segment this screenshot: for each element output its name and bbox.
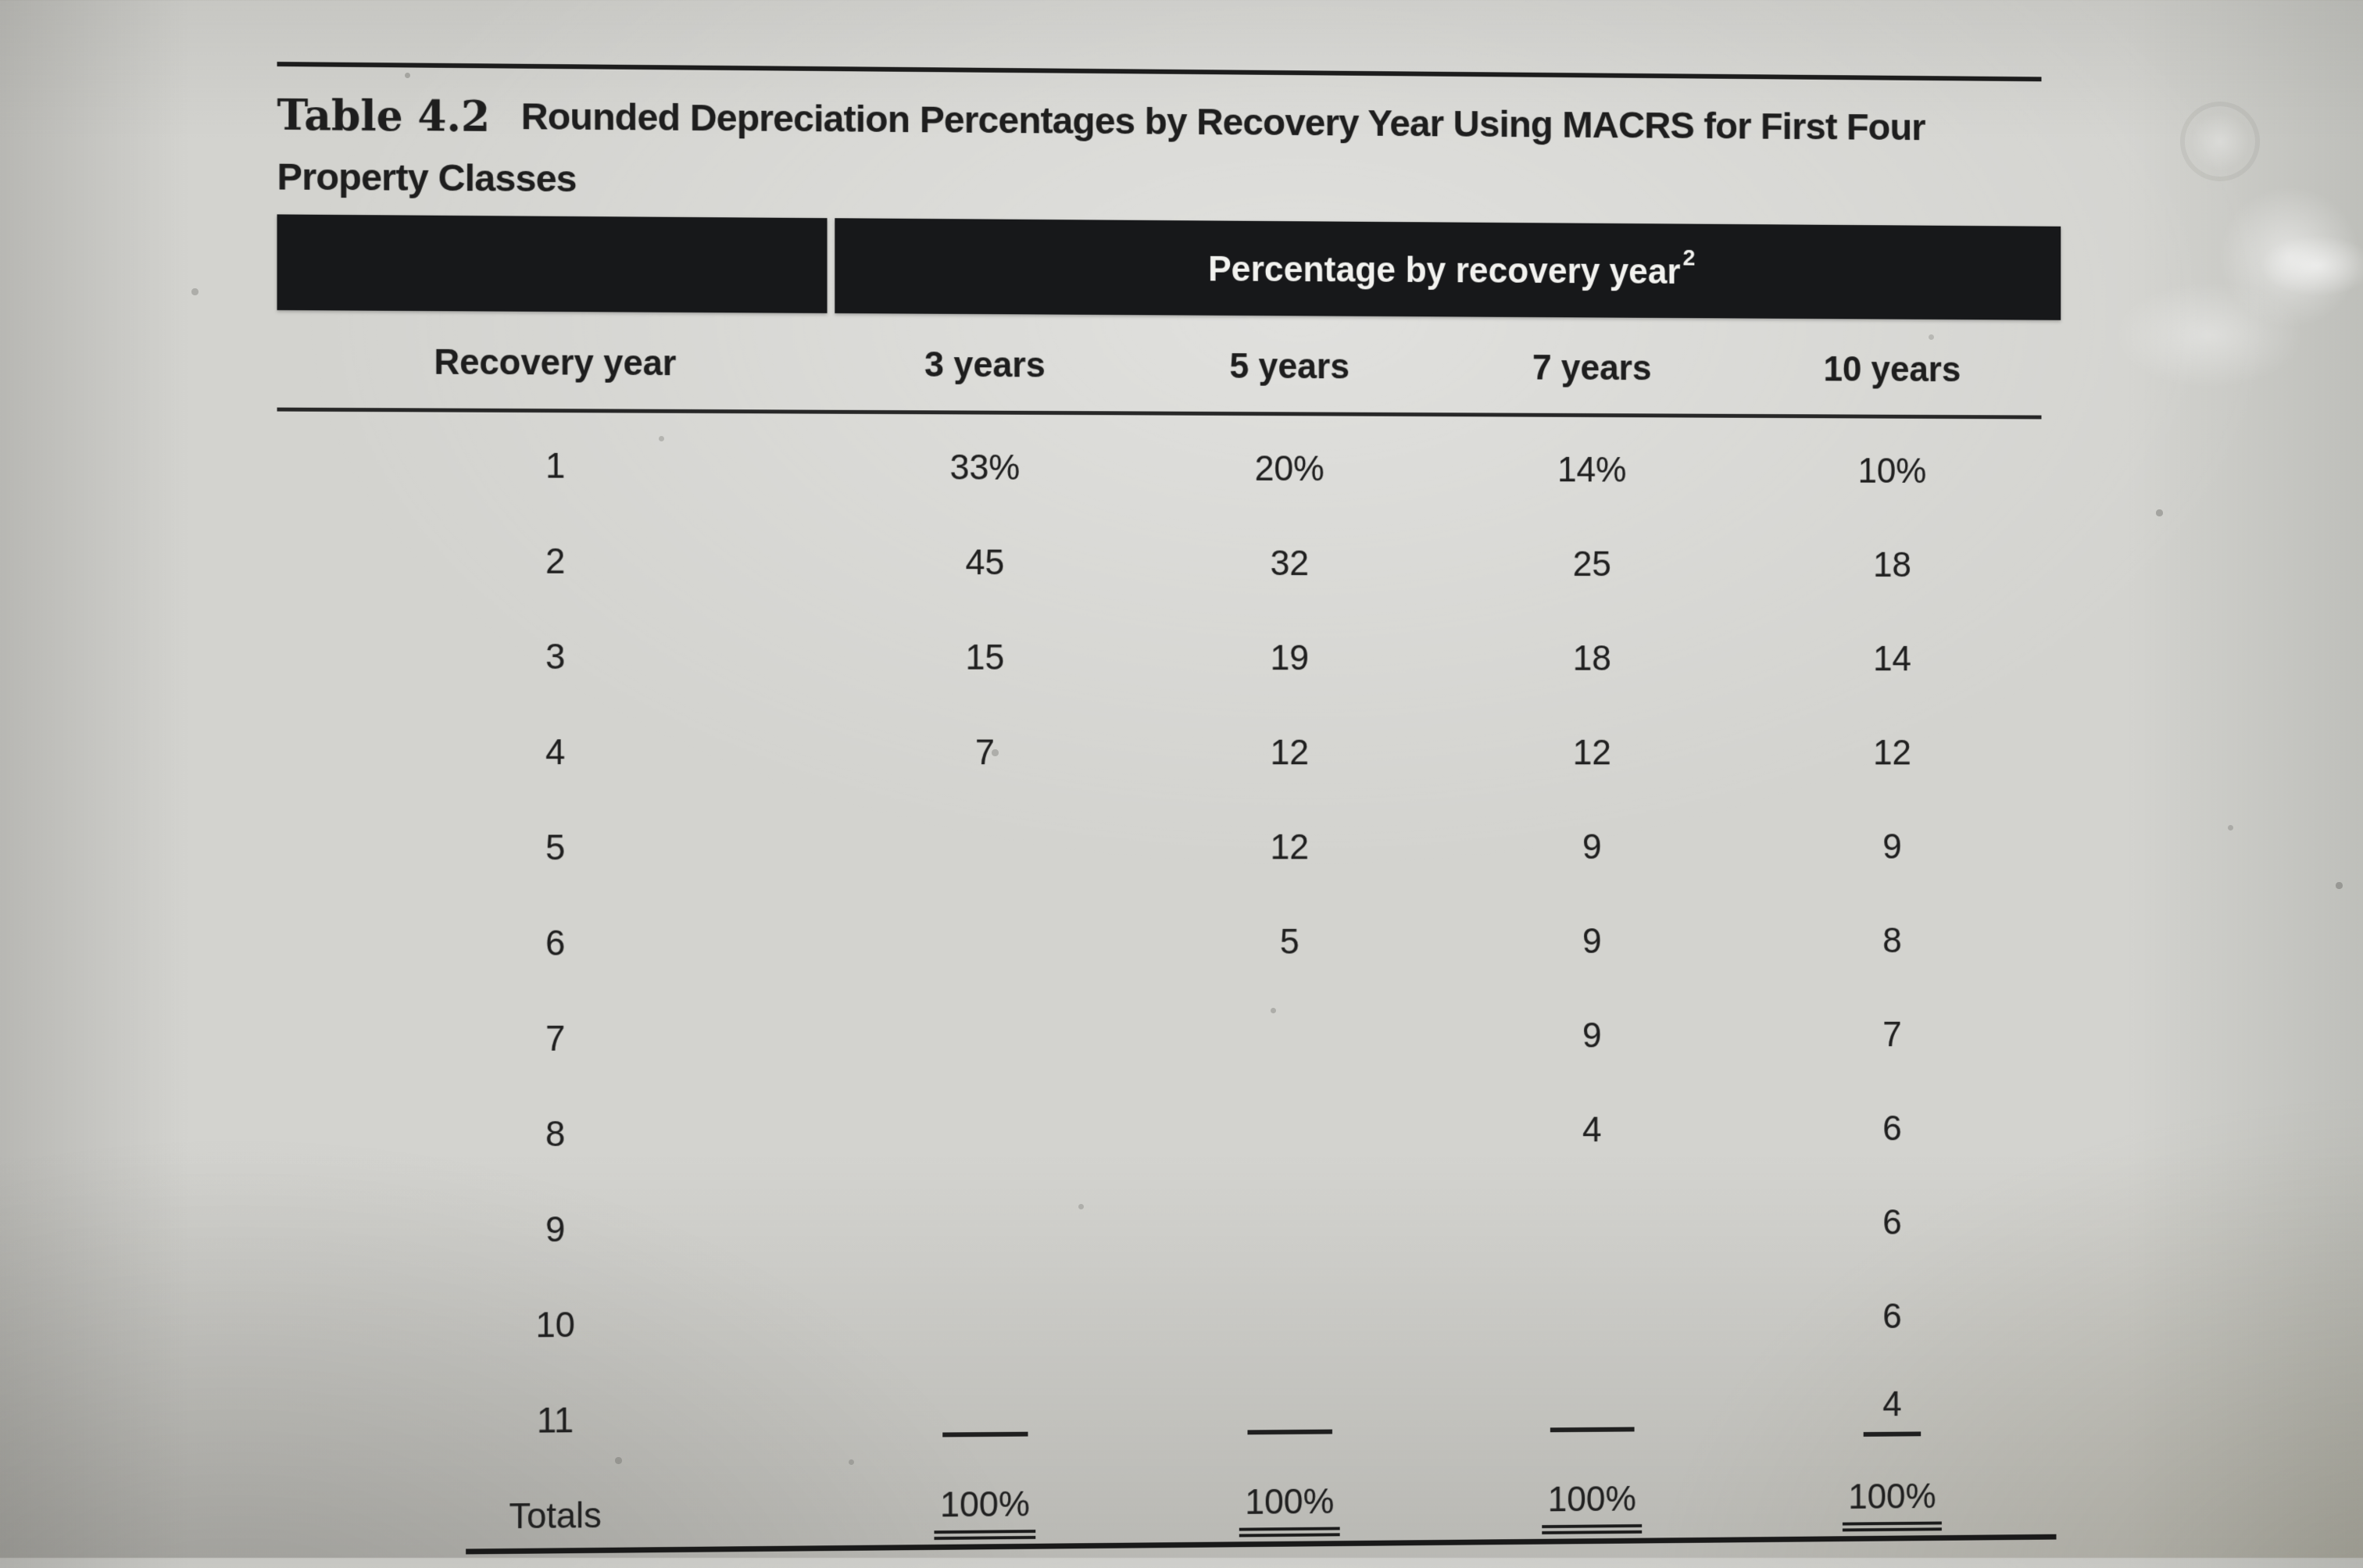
recovery-year-cell: 8 (545, 1113, 566, 1154)
recovery-year-cell: 7 (545, 1017, 566, 1059)
sum-line (1550, 1427, 1635, 1432)
value-cell-3-years: 7 (974, 731, 995, 772)
value-cell-5-years: 19 (1270, 637, 1310, 677)
value-cell-5-years: 12 (1270, 731, 1310, 772)
value-cell-7-years: 12 (1572, 731, 1611, 772)
recovery-year-cell: 9 (545, 1208, 566, 1249)
value-cell-7-years: 9 (1582, 920, 1602, 961)
value-cell-3-years (831, 1178, 1137, 1275)
value-cell-5-years: 12 (1270, 826, 1310, 866)
recovery-year-cell: 10 (535, 1303, 575, 1345)
sum-line (1246, 1429, 1332, 1434)
value-cell-10-years: 8 (1882, 920, 1902, 960)
recovery-year-cell: 3 (545, 635, 566, 677)
band-footnote-marker: 2 (1682, 245, 1696, 270)
value-cell-7-years (1441, 1175, 1743, 1271)
table-top-rule (277, 62, 2042, 82)
value-cell-10-years: 6 (1882, 1107, 1902, 1148)
table-caption-line-1: Rounded Depreciation Percentages by Reco… (520, 95, 1925, 148)
value-cell-3-years: 45 (965, 541, 1005, 582)
value-cell-10-years: 10% (1857, 450, 1927, 491)
total-value: 100% (1239, 1480, 1340, 1538)
value-cell-10-years: 14 (1873, 638, 1911, 678)
column-header-row: Recovery year 3 years 5 years 7 years 10… (277, 316, 2042, 413)
value-cell-7-years: 25 (1572, 543, 1611, 584)
sum-line (942, 1431, 1028, 1437)
value-cell-7-years: 9 (1582, 826, 1602, 866)
recovery-year-cell: 6 (545, 922, 566, 963)
table-title-line-2: Property Classes (277, 146, 2136, 221)
value-cell-7-years (1441, 1363, 1743, 1460)
value-cell-5-years (1138, 988, 1441, 1083)
column-header-recovery-year: Recovery year (434, 341, 677, 384)
column-header-5-years: 5 years (1229, 345, 1350, 387)
recovery-year-cell: 5 (545, 827, 566, 867)
value-cell-5-years (1138, 1082, 1441, 1178)
value-cell-3-years: 33% (949, 446, 1021, 488)
value-cell-5-years (1138, 1271, 1441, 1368)
column-header-7-years: 7 years (1532, 347, 1652, 388)
screen-glare-spot (2258, 234, 2363, 297)
total-value: 100% (1541, 1477, 1643, 1534)
value-cell-5-years (1138, 1177, 1441, 1273)
header-band-left (277, 214, 828, 313)
value-cell-10-years: 9 (1882, 826, 1902, 866)
value-cell-10-years: 6 (1882, 1295, 1902, 1336)
photographed-page: Table 4.2 Rounded Depreciation Percentag… (277, 62, 2136, 1555)
value-cell-10-years: 6 (1882, 1201, 1902, 1241)
value-cell-5-years: 5 (1279, 920, 1299, 961)
recovery-year-cell: 11 (537, 1399, 574, 1441)
value-cell-10-years: 7 (1882, 1013, 1902, 1054)
value-cell-7-years: 4 (1582, 1109, 1602, 1149)
column-header-3-years: 3 years (924, 344, 1046, 385)
table-caption-line-2: Property Classes (277, 155, 577, 201)
recovery-year-cell: 4 (545, 730, 566, 772)
value-cell-5-years: 20% (1254, 447, 1324, 488)
value-cell-3-years (831, 988, 1137, 1084)
band-label: Percentage by recovery year (1207, 248, 1681, 291)
value-cell-5-years: 32 (1270, 542, 1310, 583)
table-number: Table 4.2 (277, 89, 491, 141)
table-body: 1 33% 20% 14% 10% 2 45 32 25 18 3 15 19 … (277, 416, 2042, 1566)
value-cell-7-years: 9 (1582, 1014, 1602, 1055)
column-header-10-years: 10 years (1823, 348, 1961, 389)
value-cell-7-years: 18 (1572, 637, 1611, 678)
header-band-spanner: Percentage by recovery year 2 (835, 218, 2061, 320)
total-value: 100% (934, 1482, 1036, 1541)
screen-smudge (2180, 102, 2260, 181)
dust-specks (0, 0, 2, 2)
value-cell-5-years (1138, 1366, 1441, 1463)
value-cell-7-years (1441, 1270, 1743, 1366)
recovery-year-cell: 2 (545, 540, 566, 581)
value-cell-3-years (831, 1368, 1137, 1466)
value-cell-3-years (831, 894, 1137, 989)
value-cell-3-years (831, 799, 1137, 895)
value-cell-10-years: 4 (1743, 1361, 2042, 1457)
value-cell-3-years (831, 1273, 1137, 1370)
value-cell-10-years: 12 (1873, 731, 1911, 772)
table-title: Table 4.2 Rounded Depreciation Percentag… (277, 84, 2136, 221)
pre-total-value: 4 (1863, 1382, 1922, 1437)
value-cell-3-years: 15 (965, 636, 1005, 677)
value-cell-3-years (831, 1084, 1137, 1180)
recovery-year-cell: 1 (545, 445, 566, 486)
value-cell-10-years: 18 (1873, 544, 1911, 584)
total-value: 100% (1842, 1474, 1943, 1532)
value-cell-7-years: 14% (1557, 448, 1627, 489)
